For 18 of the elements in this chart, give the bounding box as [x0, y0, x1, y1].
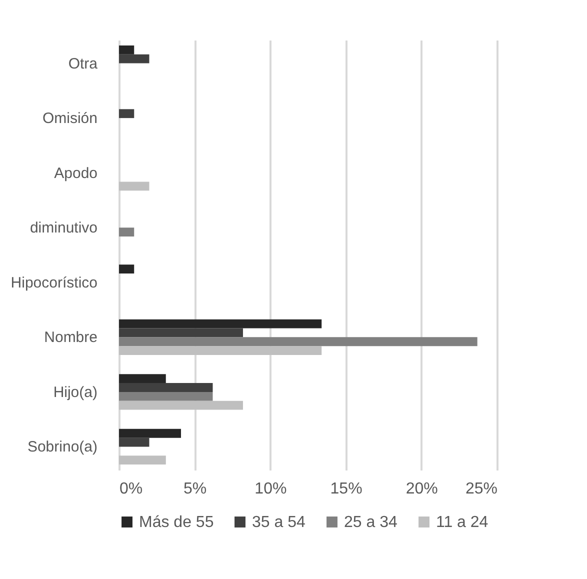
y-tick-label: Apodo — [54, 164, 98, 182]
x-tick-label: 5% — [184, 480, 207, 498]
legend-label: 25 a 34 — [344, 514, 398, 531]
y-tick-label: diminutivo — [30, 220, 98, 237]
y-tick-label: Sobrino(a) — [27, 438, 98, 456]
legend-label: 11 a 24 — [436, 514, 488, 531]
x-tick-label: 0% — [120, 480, 143, 498]
y-tick-label: Omisión — [42, 110, 98, 128]
y-tick-label: Nombre — [44, 329, 98, 346]
x-tick-label: 15% — [330, 480, 362, 498]
x-tick-label: 10% — [254, 480, 287, 498]
legend-label: Más de 55 — [139, 514, 214, 531]
legend-label: 35 a 54 — [252, 514, 306, 531]
y-tick-label: Hijo(a) — [53, 384, 98, 401]
y-tick-label: Hipocorístico — [10, 274, 98, 292]
y-tick-label: Otra — [68, 55, 98, 72]
x-tick-label: 20% — [406, 480, 438, 498]
x-tick-label: 25% — [465, 480, 498, 498]
